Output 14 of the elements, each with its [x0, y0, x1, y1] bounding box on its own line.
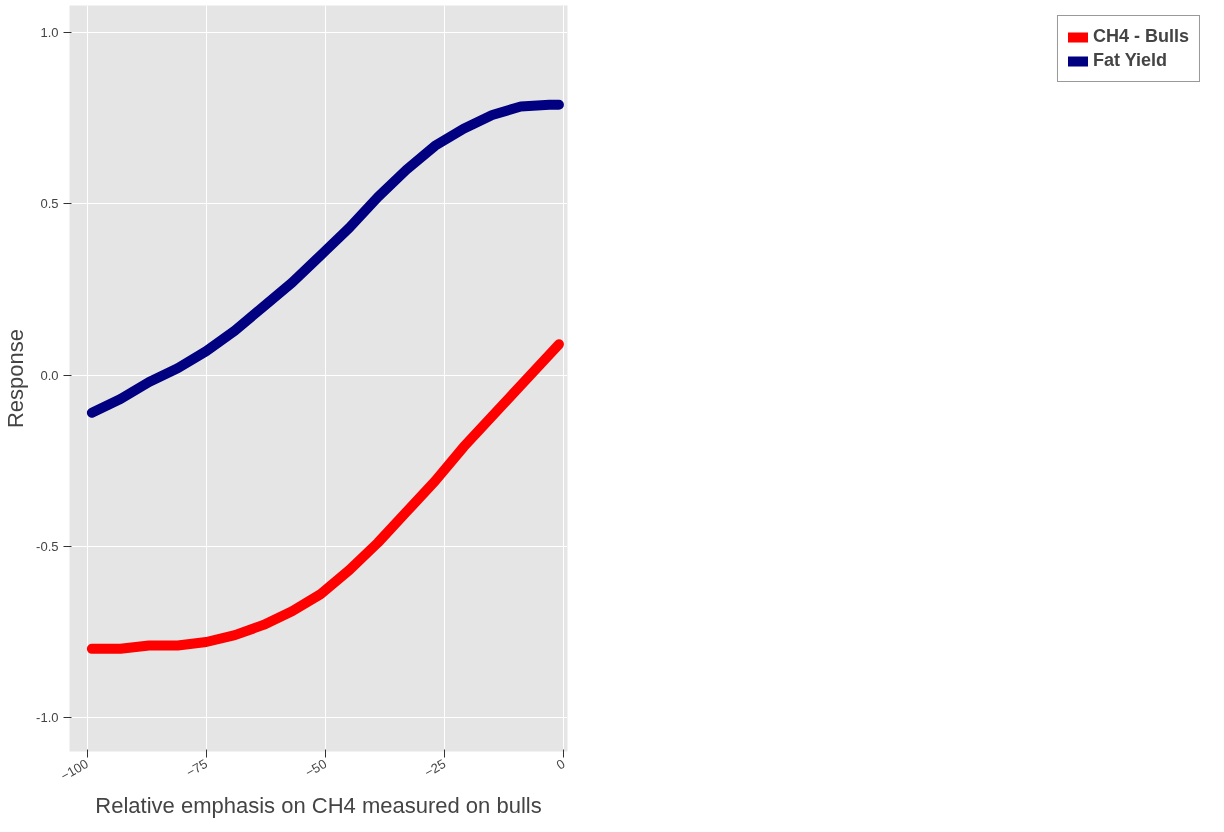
y-tick-label: -0.5	[36, 538, 59, 554]
y-tick-label: -1.0	[36, 709, 59, 725]
x-axis-title: Relative emphasis on CH4 measured on bulls	[95, 792, 542, 818]
legend-label: CH4 - Bulls	[1092, 26, 1189, 47]
x-tick-label: 0	[553, 756, 568, 773]
x-tick-label: −100	[58, 756, 91, 784]
x-tick-label: −50	[302, 756, 330, 781]
y-tick-label: 1.0	[40, 25, 59, 41]
y-tick-label: 0.5	[40, 196, 59, 212]
y-tick-label: 0.0	[40, 367, 59, 383]
x-tick-label: −75	[183, 756, 211, 781]
x-tick-label: −25	[421, 756, 449, 781]
y-axis-title: Response	[3, 328, 29, 429]
legend-label: Fat Yield	[1092, 50, 1168, 71]
